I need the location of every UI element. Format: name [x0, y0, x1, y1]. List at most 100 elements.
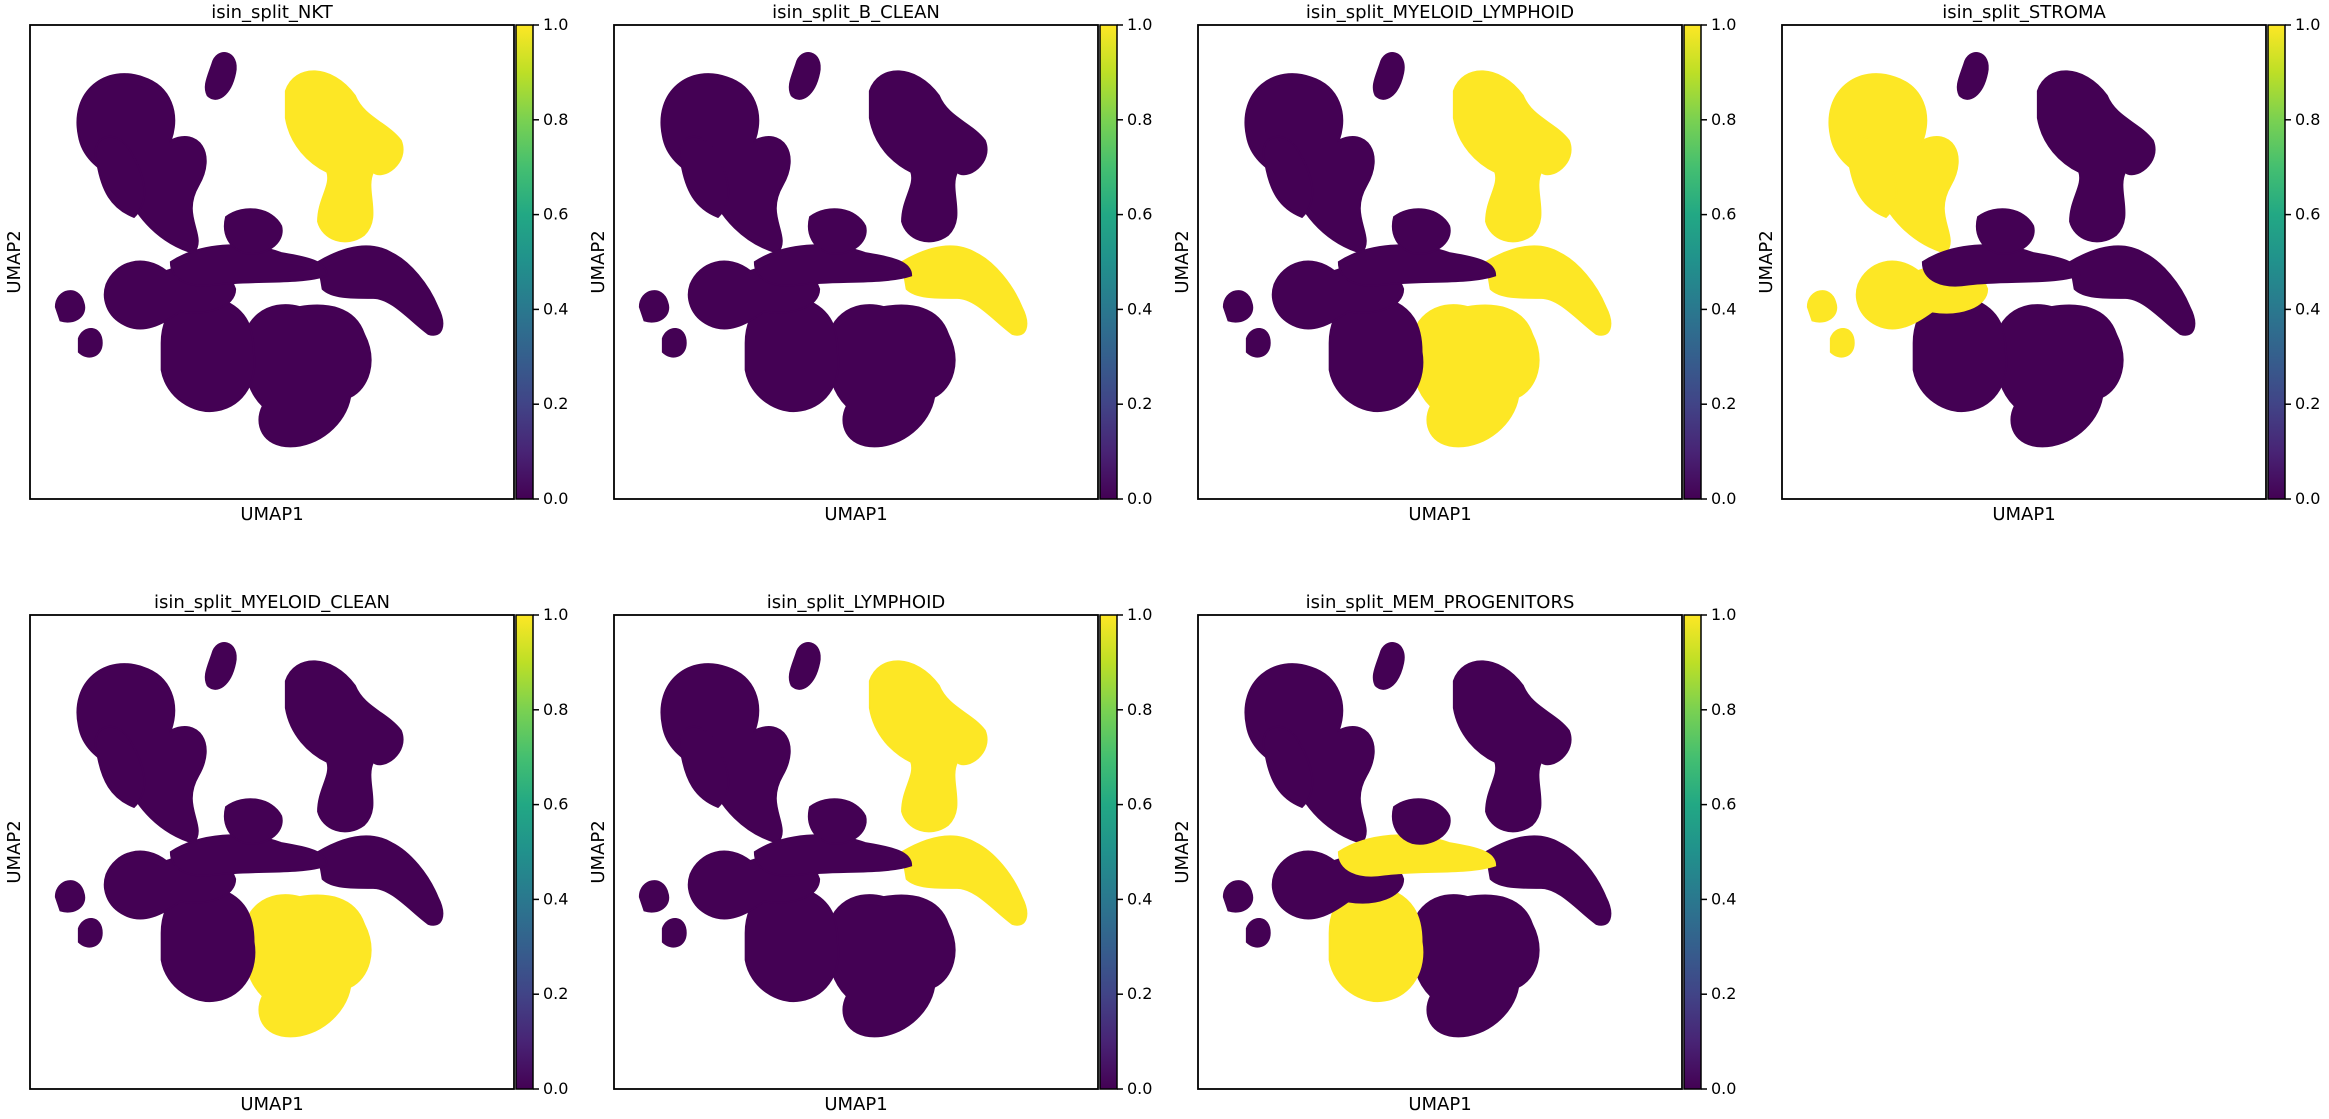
- cluster-rightArm-highlighted: [900, 835, 1028, 926]
- colorbar-tick-label: 0.2: [543, 394, 568, 413]
- x-axis-label: UMAP1: [1408, 1094, 1471, 1115]
- colorbar-tick-label: 0.4: [543, 299, 568, 318]
- scatter-points: [54, 642, 444, 1038]
- panel-title: isin_split_MYELOID_LYMPHOID: [1306, 2, 1574, 23]
- cluster-farLeft2: [77, 328, 103, 358]
- colorbar-tick-label: 0.6: [543, 795, 568, 814]
- colorbar-tick-label: 0.4: [543, 889, 568, 908]
- cluster-spike: [1372, 642, 1405, 690]
- colorbar-tick-label: 1.0: [1127, 15, 1152, 34]
- panel-title: isin_split_MEM_PROGENITORS: [1306, 592, 1575, 613]
- x-axis-label: UMAP1: [1408, 504, 1471, 525]
- cluster-spike: [1372, 52, 1405, 100]
- y-axis-label: UMAP2: [4, 820, 25, 883]
- cluster-spike: [204, 52, 237, 100]
- plot-frame: [29, 614, 515, 1090]
- cluster-rightArm-highlighted: [900, 245, 1028, 336]
- panel-title: isin_split_LYMPHOID: [767, 592, 946, 613]
- umap-panel-6: isin_split_LYMPHOID UMAP1 UMAP2 0.0 0.2 0.4 0.…: [588, 592, 1152, 1115]
- panel-title: isin_split_MYELOID_CLEAN: [154, 592, 390, 613]
- colorbar-tick-label: 0.6: [1127, 795, 1152, 814]
- plot-frame: [613, 614, 1099, 1090]
- colorbar-tick-label: 0.0: [1711, 489, 1736, 508]
- y-axis-label: UMAP2: [1756, 230, 1777, 293]
- scatter-points: [1222, 52, 1612, 448]
- cluster-topLeft2: [678, 725, 730, 809]
- cluster-spike: [788, 642, 821, 690]
- cluster-upperR: [1452, 660, 1572, 833]
- plot-frame: [1197, 614, 1683, 1090]
- colorbar-tick-label: 0.2: [1711, 394, 1736, 413]
- cluster-farLeft2: [77, 918, 103, 948]
- cluster-farLeft: [638, 880, 670, 913]
- colorbar-tick-label: 0.4: [1127, 299, 1152, 318]
- colorbar: [1099, 24, 1118, 500]
- cluster-topLeft2: [1262, 135, 1314, 219]
- colorbar-tick-label: 0.8: [543, 700, 568, 719]
- cluster-rightArm-highlighted: [1484, 245, 1612, 336]
- cluster-farLeft2: [661, 918, 687, 948]
- y-axis-label: UMAP2: [4, 230, 25, 293]
- cluster-spike: [1956, 52, 1989, 100]
- colorbar-tick-label: 0.0: [1127, 489, 1152, 508]
- umap-panel-3: isin_split_MYELOID_LYMPHOID UMAP1 UMAP2 0.0…: [1172, 2, 1736, 525]
- cluster-centerTop: [807, 798, 867, 845]
- cluster-topLeft2: [1262, 725, 1314, 809]
- colorbar-tick-label: 0.2: [1711, 984, 1736, 1003]
- cluster-lowerMid: [827, 304, 956, 448]
- cluster-topLeft2: [94, 135, 146, 219]
- colorbar-tick-label: 1.0: [1711, 605, 1736, 624]
- panel-title: isin_split_STROMA: [1942, 2, 2106, 23]
- plot-frame: [613, 24, 1099, 500]
- colorbar-tick-label: 0.6: [1711, 795, 1736, 814]
- panel-title: isin_split_B_CLEAN: [772, 2, 940, 23]
- cluster-rightArm: [316, 835, 444, 926]
- colorbar-tick-label: 0.4: [1711, 889, 1736, 908]
- scatter-points: [638, 642, 1028, 1038]
- x-axis-label: UMAP1: [824, 504, 887, 525]
- x-axis-label: UMAP1: [1992, 504, 2055, 525]
- colorbar-tick-label: 0.0: [543, 1079, 568, 1098]
- x-axis-label: UMAP1: [240, 1094, 303, 1115]
- colorbar-tick-label: 0.8: [1127, 110, 1152, 129]
- colorbar-tick-label: 0.6: [543, 205, 568, 224]
- colorbar-tick-label: 0.6: [2295, 205, 2320, 224]
- colorbar-tick-label: 0.2: [1127, 984, 1152, 1003]
- colorbar-tick-label: 0.0: [1127, 1079, 1152, 1098]
- cluster-upperR-highlighted: [868, 660, 988, 833]
- colorbar-tick-label: 0.8: [543, 110, 568, 129]
- cluster-upperR: [868, 70, 988, 243]
- colorbar: [2267, 24, 2286, 500]
- y-axis-label: UMAP2: [588, 820, 609, 883]
- colorbar-tick-label: 0.0: [543, 489, 568, 508]
- cluster-lowerMid: [243, 304, 372, 448]
- cluster-topLeft2: [94, 725, 146, 809]
- cluster-centerTop: [223, 208, 283, 255]
- colorbar: [515, 24, 534, 500]
- plot-frame: [1197, 24, 1683, 500]
- cluster-lowerMid-highlighted: [1411, 304, 1540, 448]
- cluster-lowerMid: [1411, 894, 1540, 1038]
- cluster-farLeft: [1222, 880, 1254, 913]
- colorbar-tick-label: 0.4: [1127, 889, 1152, 908]
- colorbar-tick-label: 0.8: [1711, 700, 1736, 719]
- colorbar-tick-label: 0.4: [1711, 299, 1736, 318]
- panel-title: isin_split_NKT: [211, 2, 334, 23]
- colorbar-tick-label: 1.0: [543, 15, 568, 34]
- y-axis-label: UMAP2: [1172, 230, 1193, 293]
- colorbar-tick-label: 0.0: [1711, 1079, 1736, 1098]
- colorbar-tick-label: 0.8: [1711, 110, 1736, 129]
- cluster-topLeft2: [678, 135, 730, 219]
- cluster-farLeft: [1222, 290, 1254, 323]
- cluster-centerTop: [1391, 208, 1451, 255]
- cluster-rightArm: [2068, 245, 2196, 336]
- cluster-spike: [204, 642, 237, 690]
- umap-panel-2: isin_split_B_CLEAN UMAP1 UMAP2 0.0 0.2 0.4 0.6…: [588, 2, 1152, 525]
- colorbar-tick-label: 0.8: [2295, 110, 2320, 129]
- cluster-lowerMid: [827, 894, 956, 1038]
- cluster-farLeft-highlighted: [1806, 290, 1838, 323]
- umap-panel-7: isin_split_MEM_PROGENITORS UMAP1 UMAP2 0.0 0…: [1172, 592, 1736, 1115]
- cluster-centerTop: [223, 798, 283, 845]
- cluster-farLeft: [54, 880, 86, 913]
